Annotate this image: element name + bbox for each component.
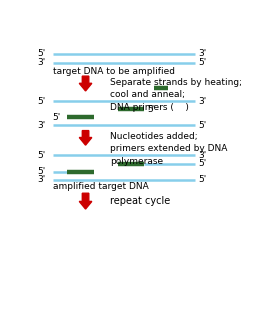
- Text: 3': 3': [198, 151, 206, 160]
- Text: 3': 3': [198, 49, 206, 58]
- Text: Nucleotides added;
primers extended by DNA
polymerase: Nucleotides added; primers extended by D…: [110, 132, 227, 166]
- Text: 5': 5': [198, 121, 206, 130]
- Text: target DNA to be amplified: target DNA to be amplified: [53, 66, 175, 75]
- Text: 5': 5': [198, 175, 206, 185]
- Text: 5': 5': [198, 58, 206, 67]
- Text: 3': 3': [38, 58, 46, 67]
- Text: 5': 5': [38, 151, 46, 160]
- Text: 5': 5': [38, 97, 46, 106]
- Text: 5': 5': [198, 159, 206, 168]
- Text: 3': 3': [198, 97, 206, 106]
- FancyArrow shape: [79, 76, 92, 91]
- Text: amplified target DNA: amplified target DNA: [53, 182, 149, 191]
- Text: Separate strands by heating;
cool and anneal;
DNA primers (    ): Separate strands by heating; cool and an…: [110, 78, 242, 112]
- Text: 5': 5': [38, 167, 46, 176]
- Text: 5': 5': [52, 113, 60, 122]
- Text: 3': 3': [38, 175, 46, 185]
- Text: 3': 3': [38, 121, 46, 130]
- FancyArrow shape: [79, 193, 92, 209]
- Text: 5': 5': [148, 105, 156, 114]
- FancyArrow shape: [79, 130, 92, 145]
- Text: repeat cycle: repeat cycle: [110, 197, 170, 207]
- Text: 5': 5': [38, 49, 46, 58]
